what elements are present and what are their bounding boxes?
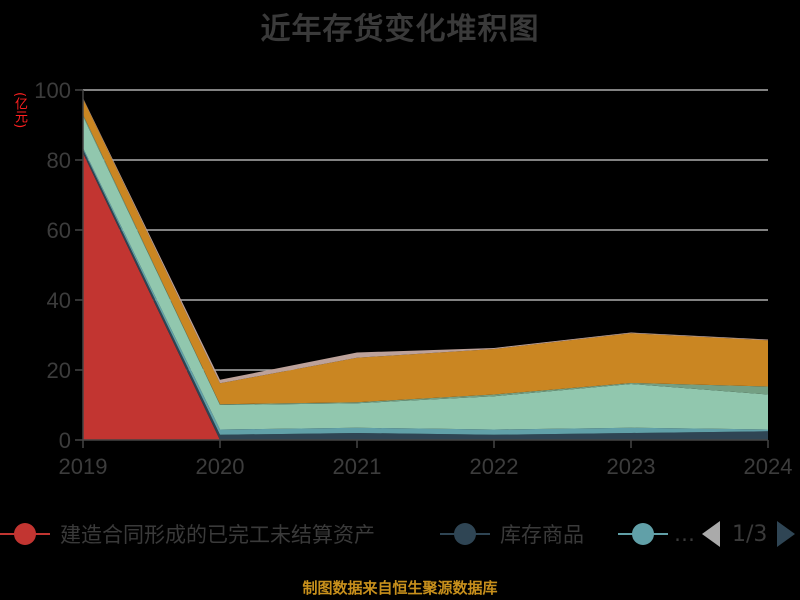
legend-marker-icon [618, 514, 668, 554]
svg-text:100: 100 [34, 78, 71, 103]
legend-pager: 1/3 [700, 514, 796, 554]
legend: 建造合同形成的已完工未结算资产 库存商品 … [0, 514, 800, 554]
svg-text:2024: 2024 [744, 454, 793, 479]
y-axis-unit: (亿元) [12, 92, 27, 129]
axes: 0 20 40 60 80 100 2019 2020 2021 2022 2023 2024 [34, 78, 792, 479]
svg-text:40: 40 [47, 288, 71, 313]
svg-text:2023: 2023 [607, 454, 656, 479]
svg-text:60: 60 [47, 218, 71, 243]
legend-marker-icon [440, 514, 490, 554]
next-page-icon[interactable] [777, 521, 796, 547]
chart-title: 近年存货变化堆积图 [260, 12, 540, 47]
svg-text:2019: 2019 [59, 454, 108, 479]
legend-label: … [674, 522, 695, 546]
svg-text:20: 20 [47, 358, 71, 383]
legend-item-inventory-goods[interactable]: 库存商品 [440, 514, 584, 554]
svg-text:2022: 2022 [470, 454, 519, 479]
prev-page-icon[interactable] [702, 521, 720, 547]
legend-label: 建造合同形成的已完工未结算资产 [60, 523, 375, 547]
area-series [83, 98, 768, 440]
svg-text:0: 0 [59, 428, 71, 453]
legend-item-contract-assets[interactable]: 建造合同形成的已完工未结算资产 [0, 514, 375, 554]
legend-item-truncated[interactable]: … [618, 514, 695, 554]
svg-text:80: 80 [47, 148, 71, 173]
svg-text:2021: 2021 [333, 454, 382, 479]
legend-page-indicator: 1/3 [732, 521, 768, 547]
svg-text:2020: 2020 [196, 454, 245, 479]
data-source-footer: 制图数据来自恒生聚源数据库 [302, 579, 498, 597]
legend-label: 库存商品 [500, 523, 584, 547]
legend-marker-icon [0, 514, 50, 554]
